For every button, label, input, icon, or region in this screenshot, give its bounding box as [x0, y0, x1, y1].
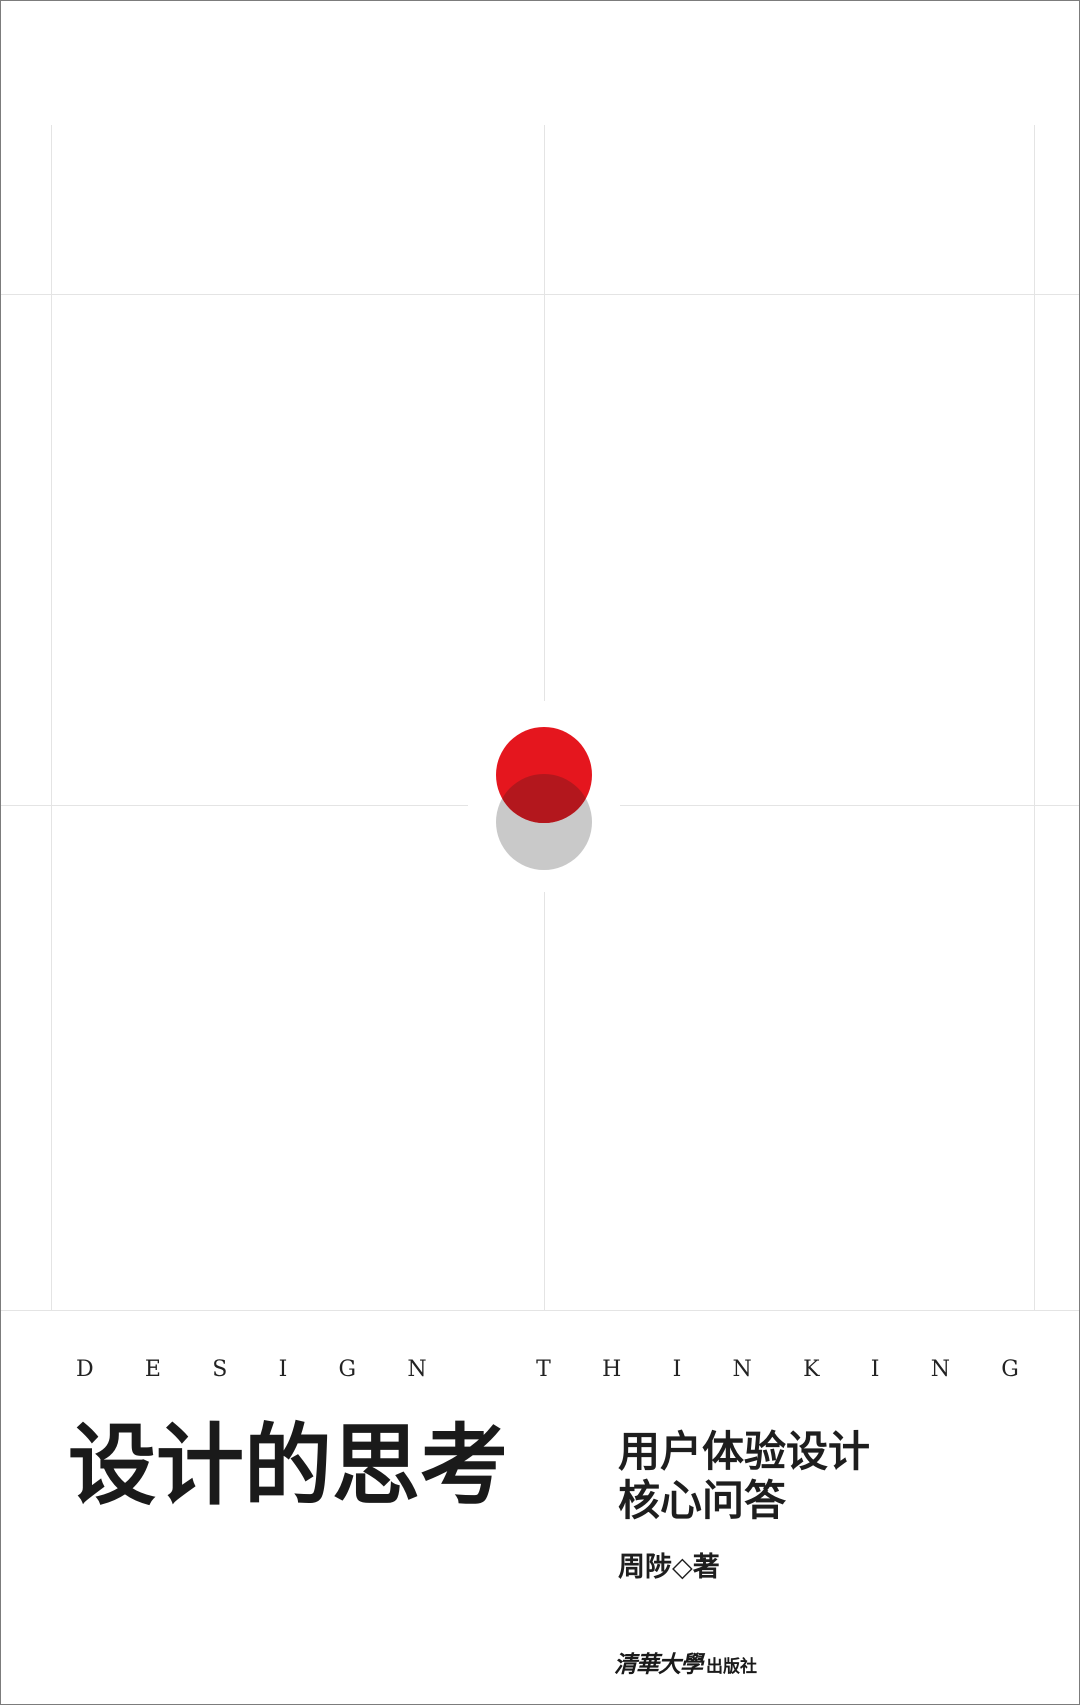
letter: T	[536, 1357, 551, 1382]
letter: N	[732, 1357, 752, 1382]
letter: G	[338, 1357, 357, 1382]
grid-line-vertical-center-top	[544, 125, 545, 701]
letter: I	[870, 1357, 880, 1382]
grid-line-horizontal-middle-right	[620, 805, 1080, 806]
subtitle-line: 核心问答	[618, 1476, 787, 1525]
letter: I	[672, 1357, 682, 1382]
circle-overlap	[496, 774, 592, 823]
letter: S	[212, 1357, 228, 1382]
grid-line-vertical-right	[1034, 125, 1035, 1310]
subtitle-line: 用户体验设计	[618, 1427, 871, 1476]
grid-line-vertical-left	[51, 125, 52, 1310]
publisher-name: 出版社	[706, 1657, 757, 1677]
grid-line-horizontal-top	[0, 294, 1080, 295]
grid-line-horizontal-middle-left	[0, 805, 468, 806]
author-credit: 周陟◇著	[618, 1552, 720, 1583]
letter: E	[144, 1357, 161, 1382]
letter: N	[407, 1357, 427, 1382]
letter: D	[76, 1357, 94, 1382]
letter: N	[930, 1357, 950, 1382]
publisher-logo: 清華大學	[614, 1651, 703, 1678]
letter: I	[278, 1357, 288, 1382]
overlapping-circles-graphic	[496, 727, 592, 870]
letter-space	[478, 1355, 485, 1385]
book-subtitle: 用户体验设计 核心问答	[618, 1427, 870, 1525]
letter: K	[803, 1357, 820, 1382]
grid-line-horizontal-bottom	[0, 1310, 1080, 1311]
letter: G	[1001, 1357, 1019, 1382]
grid-line-vertical-center-bottom	[544, 892, 545, 1310]
letter: H	[602, 1357, 622, 1382]
publisher-mark: 清華大學 出版社	[614, 1650, 757, 1682]
book-title: 设计的思考	[68, 1413, 509, 1517]
